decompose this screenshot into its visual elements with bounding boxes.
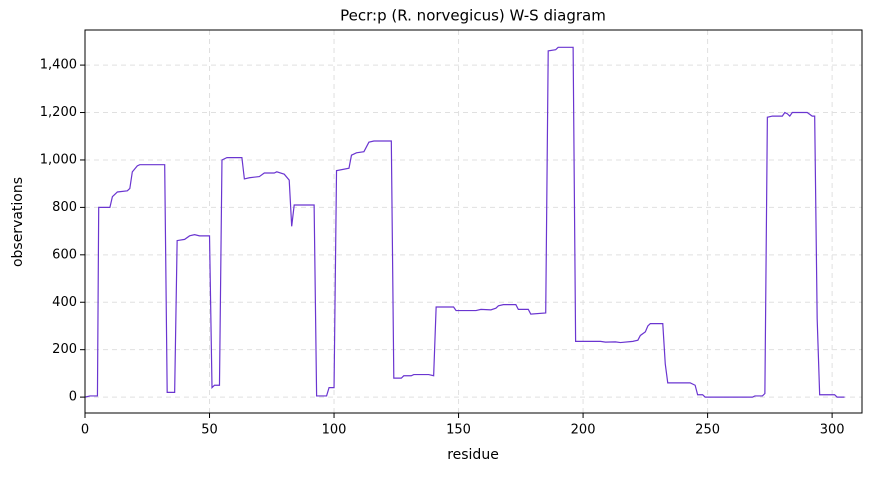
x-tick-label: 100: [322, 423, 347, 438]
y-axis-label: observations: [10, 177, 26, 267]
y-tick-label: 1,200: [40, 105, 77, 120]
y-tick-label: 600: [52, 247, 77, 262]
y-tick-label: 800: [52, 200, 77, 215]
plot-frame: [84, 29, 863, 414]
x-tick-label: 0: [81, 423, 89, 438]
data-line: [84, 46, 845, 398]
x-tick-label: 300: [820, 423, 845, 438]
x-tick-label: 150: [446, 423, 471, 438]
x-axis-label: residue: [447, 447, 499, 463]
chart-title: Pecr:p (R. norvegicus) W-S diagram: [340, 7, 606, 25]
y-tick-label: 0: [69, 390, 77, 405]
y-tick-label: 1,000: [40, 152, 77, 167]
x-tick-label: 200: [571, 423, 596, 438]
y-tick-label: 1,400: [40, 58, 77, 73]
y-tick-label: 200: [52, 342, 77, 357]
x-tick-label: 50: [201, 423, 218, 438]
x-tick-label: 250: [695, 423, 720, 438]
y-tick-label: 400: [52, 295, 77, 310]
